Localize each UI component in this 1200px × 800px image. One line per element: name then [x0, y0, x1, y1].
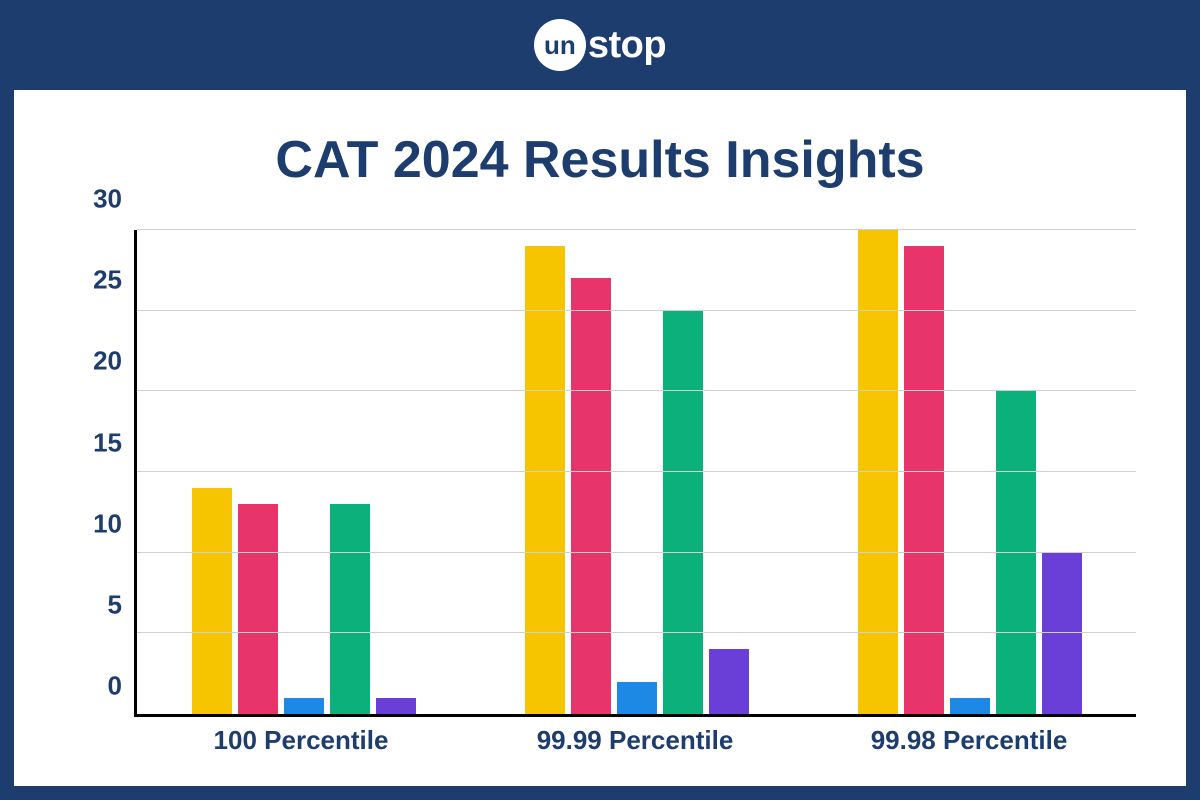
bar [950, 698, 990, 714]
bar [284, 698, 324, 714]
y-tick-label: 30 [93, 184, 122, 215]
x-tick-label: 99.98 Percentile [802, 725, 1136, 756]
grid-line [137, 390, 1136, 391]
y-tick-label: 0 [108, 671, 122, 702]
bar [709, 649, 749, 714]
grid-line [137, 471, 1136, 472]
bar [192, 488, 232, 714]
bar [904, 246, 944, 714]
bar [617, 682, 657, 714]
chart-card: CAT 2024 Results Insights 0 5 10 15 20 25 30 1… [14, 90, 1186, 786]
y-tick-label: 5 [108, 589, 122, 620]
bar [858, 230, 898, 714]
bar [376, 698, 416, 714]
bar-group [858, 230, 1082, 714]
grid-line [137, 552, 1136, 553]
bar [663, 311, 703, 714]
y-axis: 051015202530 [64, 230, 134, 717]
logo-wordmark: stop [588, 24, 666, 67]
bar [996, 391, 1036, 714]
header-bar: un stop [0, 0, 1200, 90]
bar [525, 246, 565, 714]
y-tick-label: 15 [93, 427, 122, 458]
y-tick-label: 10 [93, 508, 122, 539]
bar [330, 504, 370, 714]
x-tick-label: 100 Percentile [134, 725, 468, 756]
y-tick-label: 20 [93, 346, 122, 377]
grid-line [137, 229, 1136, 230]
bar-group [525, 230, 749, 714]
brand-logo: un stop [534, 19, 666, 71]
bars-layer [137, 230, 1136, 714]
grid-line [137, 310, 1136, 311]
grid-line [137, 632, 1136, 633]
chart-title: CAT 2024 Results Insights [64, 130, 1136, 190]
bar-group [192, 230, 416, 714]
bar [238, 504, 278, 714]
logo-circle-icon: un [534, 19, 586, 71]
x-axis-labels: 100 Percentile99.99 Percentile99.98 Perc… [134, 717, 1136, 756]
y-tick-label: 25 [93, 265, 122, 296]
x-tick-label: 99.99 Percentile [468, 725, 802, 756]
frame-outer: un stop CAT 2024 Results Insights 0 5 10 15… [0, 0, 1200, 800]
plot-area [134, 230, 1136, 717]
bar [571, 278, 611, 714]
chart-area: 051015202530 [64, 230, 1136, 717]
